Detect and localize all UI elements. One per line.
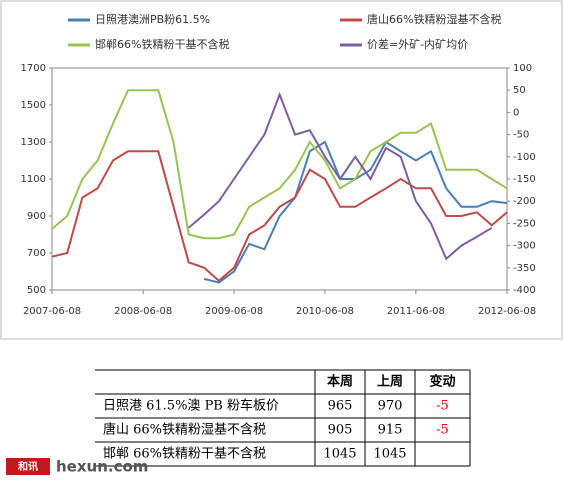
table-cell: 970 [378,399,403,414]
x-tick-label: 2008-06-08 [114,306,172,317]
y-tick-label: 900 [27,211,46,222]
y2-tick-label: -50 [513,130,529,141]
table-header: 本周 [327,374,353,390]
y-tick-label: 500 [27,285,46,296]
table-cell: -5 [436,423,449,438]
y2-tick-label: -100 [513,152,536,163]
y2-tick-label: -350 [513,263,536,274]
legend-label: 价差=外矿-内矿均价 [367,37,468,51]
y-tick-label: 700 [27,248,46,259]
x-tick-label: 2012-06-08 [478,306,536,317]
y-tick-label: 1100 [21,174,46,185]
x-tick-label: 2011-06-08 [387,306,445,317]
x-tick-label: 2009-06-08 [205,306,263,317]
y2-tick-label: -250 [513,218,536,229]
table-cell: 915 [378,423,403,438]
y2-tick-label: -150 [513,174,536,185]
series-line [51,89,508,240]
logo: 和讯 [17,460,38,473]
y-tick-label: 1300 [21,137,46,148]
table-header: 上周 [377,375,403,390]
watermark: hexun.com [56,458,148,476]
table-cell: 1045 [323,447,356,462]
legend-label: 邯郸66%铁精粉干基不含税 [95,37,229,51]
logo-box [6,458,50,475]
table-cell: 1045 [373,447,406,462]
y2-tick-label: -400 [513,285,536,296]
table-cell: -5 [436,399,449,414]
y-tick-label: 1500 [21,100,46,111]
y2-tick-label: 0 [513,107,519,118]
plot-area [51,67,508,291]
series-line [203,140,508,284]
series-line [51,150,508,283]
x-tick-label: 2010-06-08 [296,306,354,317]
series-line [188,91,493,261]
chart-frame [0,0,563,340]
table-cell: 965 [328,399,353,414]
y2-tick-label: -200 [513,196,536,207]
legend-label: 唐山66%铁精粉湿基不含税 [367,12,501,26]
x-tick-label: 2007-06-08 [23,306,81,317]
y2-tick-label: 100 [513,63,532,74]
y2-tick-label: -300 [513,241,536,252]
table-cell: 唐山 66%铁精粉湿基不含税 [103,422,266,438]
table-cell: 905 [328,423,353,438]
table-cell: 邯郸 66%铁精粉干基不含税 [103,446,266,462]
y2-tick-label: 50 [513,85,526,96]
table-cell: 日照港 61.5%澳 PB 粉车板价 [103,398,279,414]
legend-label: 日照港澳洲PB粉61.5% [95,13,210,26]
table-header: 变动 [429,374,455,390]
y-tick-label: 1700 [21,63,46,74]
